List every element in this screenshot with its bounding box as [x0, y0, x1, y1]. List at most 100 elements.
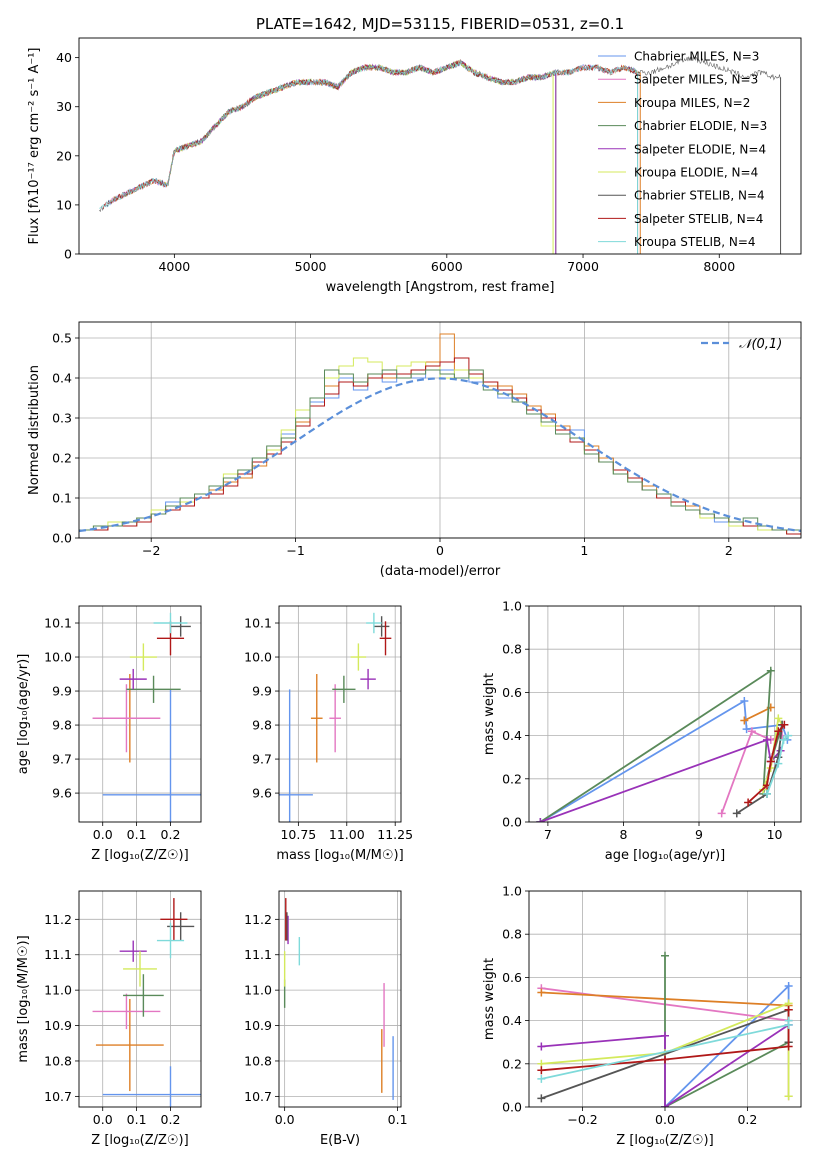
series-marker [774, 714, 783, 723]
legend-label: Chabrier STELIB, N=4 [634, 189, 765, 203]
chart-age-vs-mass: 10.75 11.00 11.25 9.6 9.7 9.8 9.9 10.0 10.1 mass … [244, 605, 413, 863]
plot-grid: 4000 5000 6000 7000 8000010203040wavelength … [16, 37, 802, 1148]
x-tick-label: 0.2 [161, 827, 181, 842]
errorbar-point [123, 951, 157, 987]
y-tick-label: 30 [56, 99, 72, 114]
legend-label: Chabrier MILES, N=3 [634, 50, 759, 64]
series-marker [744, 798, 753, 807]
spectrum-line [99, 59, 638, 209]
errorbar-point [156, 922, 185, 959]
spectrum-line [106, 59, 638, 204]
series-marker [784, 1005, 793, 1014]
y-tick-label: 11.0 [44, 983, 72, 998]
axes-frame [78, 890, 202, 1108]
legend-label: 𝒩(0,1) [739, 337, 782, 352]
y-tick-label: 11.1 [244, 947, 272, 962]
y-tick-label: 10.9 [44, 1018, 72, 1033]
series-marker [784, 731, 793, 740]
y-tick-label: 9.6 [252, 786, 272, 801]
y-tick-label: 11.1 [44, 947, 72, 962]
y-tick-label: 10.7 [244, 1089, 272, 1104]
series-marker [766, 757, 775, 766]
y-tick-label: 20 [56, 148, 72, 163]
series-marker [742, 725, 751, 734]
x-axis-label: mass [log₁₀(M/M☉)] [276, 848, 403, 863]
y-axis-label: age [log₁₀(age/yr)] [16, 654, 31, 775]
series-marker [763, 789, 771, 798]
x-tick-label: 11.00 [329, 827, 365, 842]
spectrum-line [106, 61, 638, 208]
x-axis-label: age [log₁₀(age/yr)] [605, 848, 726, 863]
x-tick-label: 0.1 [388, 1112, 408, 1127]
y-tick-label: 1.0 [502, 884, 522, 899]
series-marker [784, 1092, 793, 1101]
y-tick-label: 0 [64, 247, 72, 262]
series-marker [766, 666, 775, 675]
x-axis-label: Z [log₁₀(Z/Z☉)] [91, 848, 188, 863]
x-tick-label: 7 [544, 827, 552, 842]
x-tick-label: 5000 [295, 259, 327, 274]
figure-title: PLATE=1642, MJD=53115, FIBERID=0531, z=0… [256, 15, 624, 33]
series-line [539, 738, 782, 822]
y-tick-label: 11.0 [244, 983, 272, 998]
x-tick-label: 10.75 [280, 827, 316, 842]
series-marker [537, 1042, 546, 1051]
chart-mass-vs-EBV: 0.0 0.1 10.7 10.8 10.9 11.0 11.1 11.2 E(B-V) [244, 890, 408, 1148]
y-tick-label: 11.2 [44, 912, 72, 927]
series-marker [763, 735, 771, 744]
y-tick-label: 1.0 [502, 599, 522, 614]
y-tick-label: 10.0 [44, 650, 72, 665]
x-tick-label: −2 [142, 543, 160, 558]
legend-label: Chabrier ELODIE, N=3 [634, 119, 767, 133]
series-marker [740, 697, 749, 706]
x-tick-label: −1 [286, 543, 304, 558]
errorbar-point [119, 940, 147, 962]
y-tick-label: 9.7 [52, 752, 72, 767]
series-marker [537, 988, 546, 997]
x-axis-label: Z [log₁₀(Z/Z☉)] [616, 1133, 713, 1148]
plot-area-age-vs-Z [79, 606, 201, 822]
y-tick-label: 0.2 [502, 771, 522, 786]
series-marker [784, 1042, 793, 1051]
y-axis-label: mass weight [482, 673, 497, 755]
x-tick-label: 7000 [567, 259, 599, 274]
series-marker [740, 716, 749, 725]
series-marker [779, 735, 788, 744]
errorbar-point [119, 668, 147, 690]
legend-label: Kroupa MILES, N=2 [634, 96, 750, 110]
x-tick-label: 0 [436, 543, 444, 558]
errorbar-point [123, 974, 164, 1017]
series-marker [774, 727, 783, 736]
series-line [766, 734, 789, 795]
x-tick-label: 6000 [431, 259, 463, 274]
y-axis-label: mass weight [482, 958, 497, 1040]
series-marker [774, 759, 783, 768]
axes-frame [278, 605, 402, 823]
errorbar-point [126, 675, 181, 703]
y-tick-label: 10.8 [44, 1053, 72, 1068]
legend: Chabrier MILES, N=3 Salpeter MILES, N=3 Kr… [598, 50, 767, 249]
chart-age-vs-Z: 0.0 0.1 0.2 9.6 9.7 9.8 9.9 10.0 10.1 Z [log₁₀(Z/… [16, 605, 202, 863]
errorbar-point [329, 684, 341, 753]
errorbar-point [373, 616, 390, 637]
chart-weight-vs-age: 7 8 9 10 0.0 0.2 0.4 0.6 0.8 1.0 age [log₁₀(age/yr… [482, 599, 802, 863]
plot-area-age-vs-mass [279, 606, 401, 822]
errorbar-point [350, 643, 367, 671]
series-line [743, 706, 772, 722]
y-tick-label: 0.2 [52, 451, 72, 466]
x-tick-label: 0.0 [93, 1112, 113, 1127]
plot-area-mass-vs-Z [79, 891, 201, 1107]
y-axis-label: mass [log₁₀(M/M☉)] [16, 935, 31, 1062]
errorbar-point [92, 993, 161, 1030]
errorbar-point [92, 684, 161, 753]
series-marker [661, 951, 669, 960]
x-tick-label: 0.2 [161, 1112, 181, 1127]
x-tick-label: 8 [619, 827, 627, 842]
series-marker [780, 720, 789, 729]
x-tick-label: −0.2 [567, 1112, 597, 1127]
y-tick-label: 0.2 [502, 1056, 522, 1071]
y-tick-label: 0.0 [502, 815, 522, 830]
x-tick-label: 0.1 [127, 827, 147, 842]
errorbar-point [160, 898, 188, 941]
